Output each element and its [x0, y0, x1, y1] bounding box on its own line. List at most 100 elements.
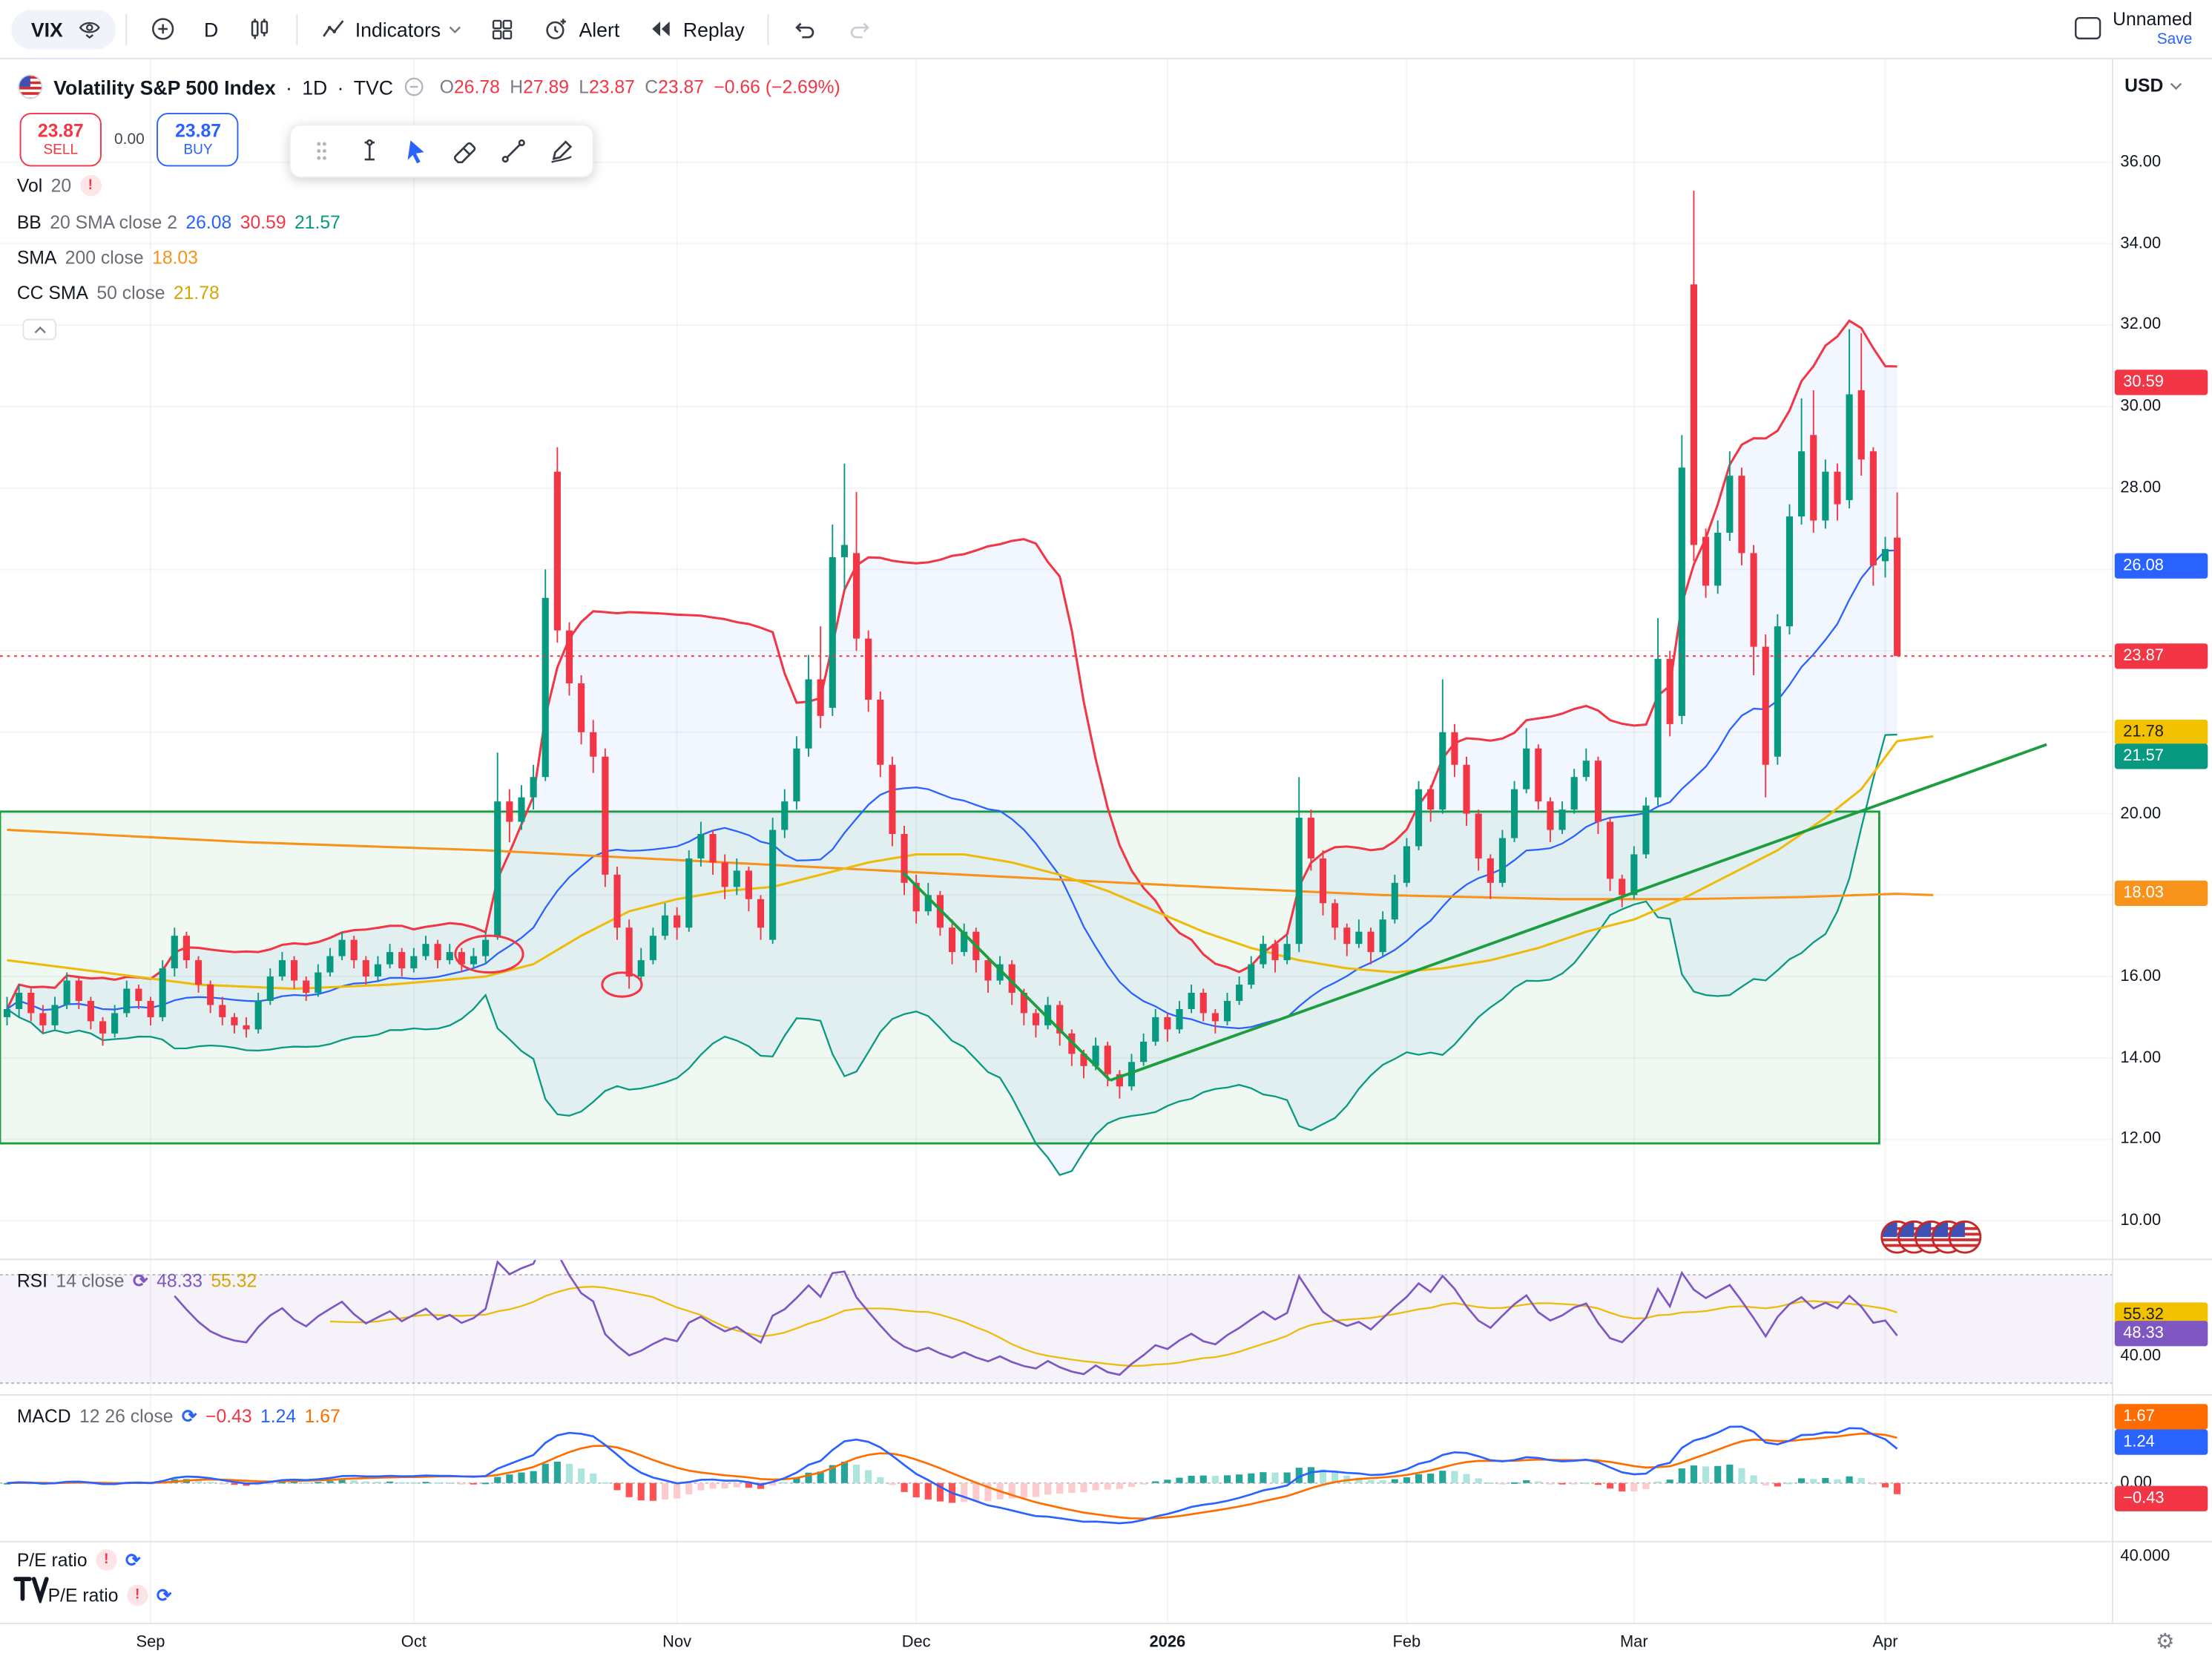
price-tick-label: 36.00 — [2120, 154, 2162, 171]
replay-button[interactable]: Replay — [635, 7, 757, 50]
grid-layout-icon — [493, 19, 513, 39]
top-toolbar: VIX D Indicators Alert Replay — [0, 0, 2212, 59]
title-separator: · — [285, 75, 292, 99]
timeframe-button[interactable]: D — [191, 7, 231, 50]
layout-grid-button[interactable] — [478, 7, 528, 50]
price-badge: 21.57 — [2114, 743, 2208, 770]
buy-button[interactable]: 23.87 BUY — [157, 113, 240, 167]
trendline-tool-icon[interactable] — [493, 130, 535, 172]
legend-sma50[interactable]: CC SMA 50 close 21.78 — [17, 282, 220, 303]
legend-bb[interactable]: BB 20 SMA close 2 26.08 30.59 21.57 — [17, 211, 340, 233]
time-tick-label: Mar — [1619, 1634, 1648, 1652]
sma200-params: 200 close — [65, 246, 144, 269]
redo-button[interactable] — [834, 7, 886, 50]
collapse-legend-button[interactable] — [22, 318, 57, 341]
redo-arrow-icon — [850, 22, 869, 39]
error-icon[interactable] — [79, 174, 102, 197]
replay-icon — [652, 22, 671, 36]
eraser-tool-icon[interactable] — [444, 130, 487, 172]
time-tick-label: Nov — [662, 1634, 692, 1652]
time-tick-label: Apr — [1872, 1634, 1898, 1652]
price-tick-label: 20.00 — [2120, 805, 2162, 822]
refresh-icon[interactable] — [125, 1551, 141, 1569]
ohlc-readout: O26.78 H27.89 L23.87 C23.87 −0.66 (−2.69… — [439, 76, 840, 98]
error-icon[interactable] — [96, 1549, 117, 1571]
sma200-value: 18.03 — [152, 246, 198, 269]
vol-params: 20 — [50, 174, 72, 197]
legend-macd[interactable]: MACD 12 26 close −0.43 1.24 1.67 — [17, 1405, 340, 1427]
macd-badge: 1.67 — [2114, 1404, 2208, 1430]
drag-handle[interactable] — [300, 130, 343, 172]
price-badge: 26.08 — [2114, 553, 2208, 579]
bb-params: 20 SMA close 2 — [50, 211, 178, 233]
undo-button[interactable] — [778, 7, 830, 50]
us-flag-icon — [18, 74, 43, 99]
rsi-params: 14 close — [56, 1270, 125, 1292]
sell-label: SELL — [43, 142, 79, 158]
refresh-icon[interactable] — [133, 1272, 148, 1290]
indicators-icon — [322, 20, 343, 37]
legend-pe-ratio-1[interactable]: P/E ratio — [17, 1549, 141, 1571]
close-value: 23.87 — [658, 76, 705, 98]
macd-signal-value: 1.67 — [304, 1405, 340, 1427]
chart-type-button[interactable] — [234, 7, 286, 50]
sell-price: 23.87 — [37, 119, 84, 141]
macd-name: MACD — [16, 1405, 71, 1427]
watchlist-eye-icon[interactable] — [77, 17, 101, 41]
replay-label: Replay — [682, 17, 745, 41]
title-timeframe: 1D — [302, 75, 328, 99]
trade-panel: 23.87 SELL 0.00 23.87 BUY — [19, 113, 240, 167]
refresh-icon[interactable] — [157, 1586, 172, 1605]
plus-circle-icon — [151, 18, 174, 40]
title-separator: · — [337, 75, 344, 99]
legend-rsi[interactable]: RSI 14 close 48.33 55.32 — [17, 1270, 257, 1292]
rsi-value: 48.33 — [157, 1270, 203, 1292]
error-icon[interactable] — [126, 1584, 148, 1606]
rsi-ma-value: 55.32 — [211, 1270, 257, 1292]
brush-tool-icon[interactable] — [540, 130, 582, 172]
pe-name: P/E ratio — [47, 1584, 119, 1606]
symbol-label: VIX — [30, 17, 63, 41]
refresh-icon[interactable] — [182, 1407, 197, 1425]
legend-volume[interactable]: Vol 20 — [17, 174, 102, 197]
chart-legend-header[interactable]: Volatility S&P 500 Index · 1D · TVC O26.… — [17, 73, 840, 100]
layout-save-control[interactable]: Unnamed Save — [2073, 7, 2201, 48]
high-value: 27.89 — [523, 76, 569, 98]
measure-tool-icon[interactable] — [349, 130, 391, 172]
title-exchange: TVC — [353, 75, 394, 99]
sma50-name: CC SMA — [16, 282, 88, 303]
time-tick-label: Dec — [901, 1634, 931, 1652]
compare-add-button[interactable] — [136, 7, 188, 50]
cursor-tool-icon[interactable] — [396, 130, 438, 172]
save-link[interactable]: Save — [2156, 30, 2193, 47]
open-value: 26.78 — [454, 76, 500, 98]
tradingview-logo[interactable] — [11, 1574, 50, 1603]
toolbar-separator — [767, 13, 769, 45]
sell-button[interactable]: 23.87 SELL — [19, 113, 102, 167]
price-tick-label: 28.00 — [2120, 479, 2162, 497]
layout-name: Unnamed — [2113, 7, 2193, 30]
currency-label: USD — [2124, 74, 2164, 96]
bb-lower-value: 21.57 — [294, 211, 340, 233]
time-tick-label: Feb — [1392, 1634, 1421, 1652]
alert-button[interactable]: Alert — [531, 7, 633, 50]
time-tick-label: 2026 — [1149, 1634, 1186, 1652]
time-axis[interactable]: Sep Oct Nov Dec 2026 Feb Mar Apr — [0, 1623, 2212, 1665]
chevron-up-icon — [33, 325, 45, 333]
legend-sma200[interactable]: SMA 200 close 18.03 — [17, 247, 198, 269]
price-tick-label: 14.00 — [2120, 1049, 2162, 1067]
buy-label: BUY — [183, 142, 213, 158]
pe-tick-label: 40.000 — [2120, 1548, 2170, 1566]
minus-circle-icon[interactable] — [403, 76, 424, 98]
legend-pe-ratio-2[interactable]: P/E ratio — [47, 1584, 172, 1606]
bb-name: BB — [16, 211, 42, 233]
price-tick-label: 34.00 — [2120, 235, 2162, 252]
settings-gear-icon[interactable] — [2156, 1629, 2175, 1654]
candles-icon — [251, 19, 268, 39]
currency-selector[interactable]: USD — [2124, 75, 2183, 96]
indicators-button[interactable]: Indicators — [307, 7, 475, 50]
layout-name-block: Unnamed Save — [2113, 7, 2193, 48]
symbol-search[interactable]: VIX — [11, 9, 116, 49]
